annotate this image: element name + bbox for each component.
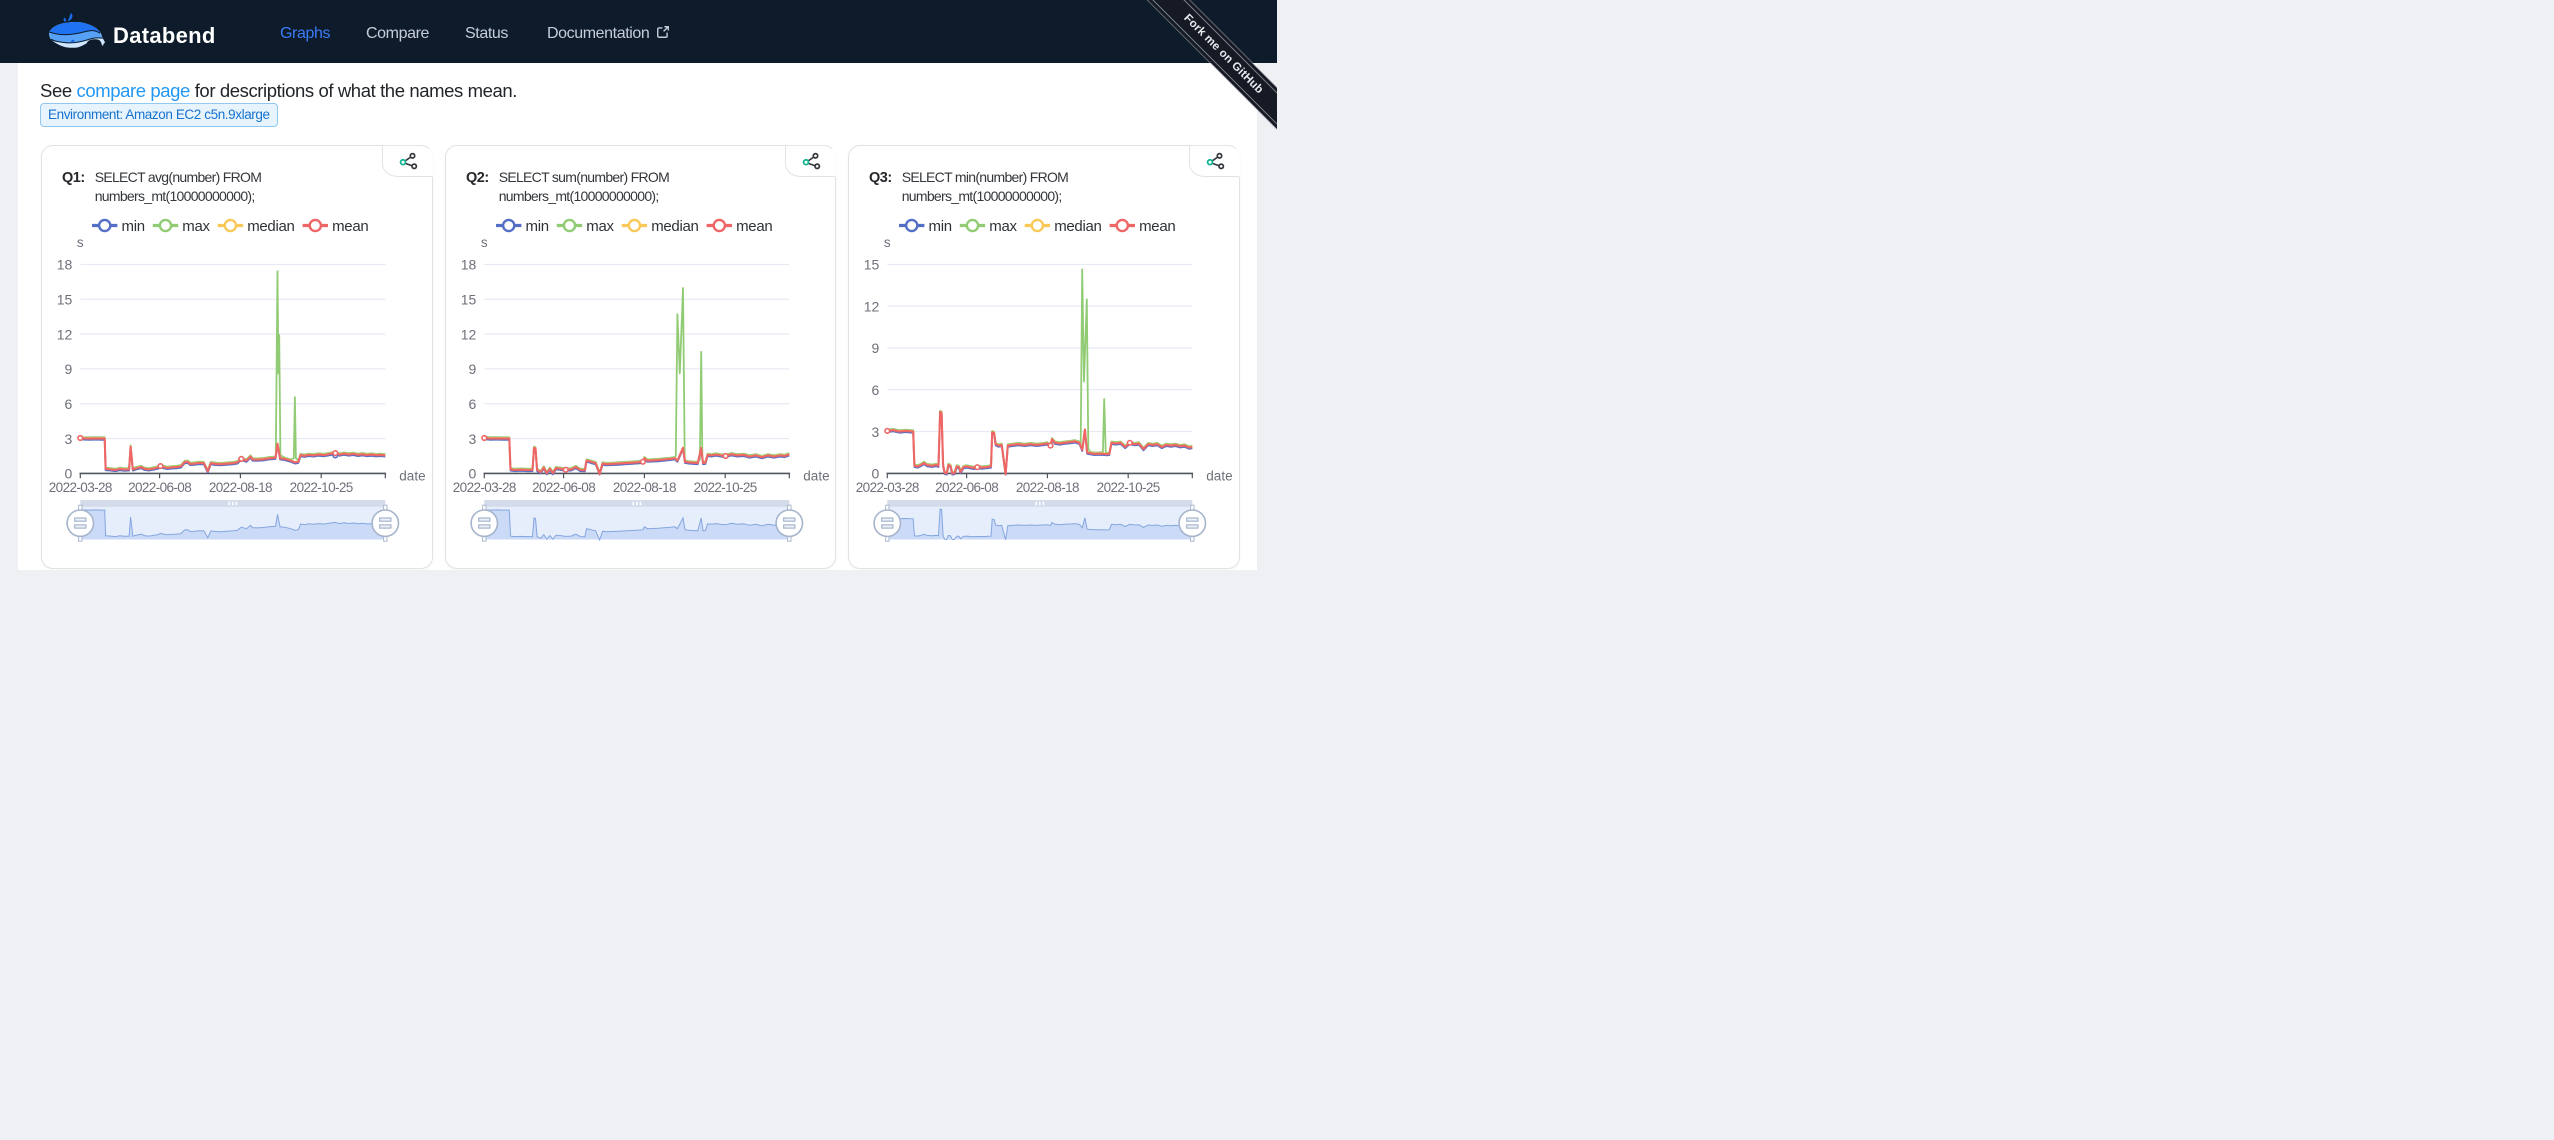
svg-text:median: median [1054, 218, 1101, 235]
svg-text:2022-06-08: 2022-06-08 [128, 480, 191, 495]
svg-text:0: 0 [872, 466, 880, 482]
svg-text:0: 0 [65, 466, 73, 482]
svg-text:18: 18 [460, 257, 476, 273]
svg-text:date: date [399, 469, 425, 484]
svg-text:Q1:: Q1: [62, 170, 85, 186]
svg-text:s: s [77, 235, 84, 250]
svg-text:numbers_mt(10000000000);: numbers_mt(10000000000); [95, 188, 255, 204]
svg-text:6: 6 [65, 396, 73, 412]
svg-text:date: date [1206, 469, 1232, 484]
svg-text:SELECT avg(number) FROM: SELECT avg(number) FROM [95, 169, 262, 185]
svg-text:median: median [651, 218, 698, 235]
svg-text:2022-03-28: 2022-03-28 [856, 480, 919, 495]
svg-text:numbers_mt(10000000000);: numbers_mt(10000000000); [902, 188, 1062, 204]
svg-text:2022-10-25: 2022-10-25 [1097, 480, 1160, 495]
svg-text:max: max [989, 218, 1017, 235]
svg-text:min: min [929, 218, 952, 235]
svg-text:9: 9 [468, 361, 476, 377]
svg-text:2022-08-18: 2022-08-18 [612, 480, 675, 495]
svg-text:3: 3 [65, 431, 73, 447]
svg-text:9: 9 [65, 361, 73, 377]
svg-text:15: 15 [460, 291, 476, 307]
svg-text:2022-03-28: 2022-03-28 [452, 480, 515, 495]
svg-text:mean: mean [736, 218, 772, 235]
svg-text:2022-08-18: 2022-08-18 [1016, 480, 1079, 495]
svg-text:12: 12 [460, 326, 476, 342]
svg-text:15: 15 [57, 291, 73, 307]
svg-text:s: s [884, 235, 891, 250]
svg-text:9: 9 [872, 340, 880, 356]
svg-text:min: min [525, 218, 548, 235]
svg-text:2022-10-25: 2022-10-25 [290, 480, 353, 495]
svg-text:max: max [586, 218, 614, 235]
svg-text:2022-06-08: 2022-06-08 [935, 480, 998, 495]
svg-text:12: 12 [57, 326, 73, 342]
svg-text:numbers_mt(10000000000);: numbers_mt(10000000000); [498, 188, 658, 204]
svg-text:Q2:: Q2: [466, 170, 489, 186]
svg-text:2022-08-18: 2022-08-18 [209, 480, 272, 495]
svg-text:2022-03-28: 2022-03-28 [49, 480, 112, 495]
svg-text:max: max [182, 218, 210, 235]
svg-text:18: 18 [57, 257, 73, 273]
svg-text:2022-06-08: 2022-06-08 [532, 480, 595, 495]
svg-text:Q3:: Q3: [869, 170, 892, 186]
svg-text:6: 6 [872, 382, 880, 398]
svg-text:date: date [803, 469, 829, 484]
svg-text:6: 6 [468, 396, 476, 412]
svg-text:12: 12 [864, 298, 880, 314]
svg-text:SELECT min(number) FROM: SELECT min(number) FROM [902, 169, 1068, 185]
svg-text:3: 3 [468, 431, 476, 447]
svg-text:0: 0 [468, 466, 476, 482]
svg-text:s: s [480, 235, 487, 250]
svg-text:median: median [247, 218, 294, 235]
svg-text:SELECT sum(number) FROM: SELECT sum(number) FROM [498, 169, 668, 185]
svg-text:mean: mean [1139, 218, 1175, 235]
svg-text:3: 3 [872, 424, 880, 440]
svg-text:15: 15 [864, 257, 880, 273]
svg-text:min: min [122, 218, 145, 235]
svg-text:2022-10-25: 2022-10-25 [693, 480, 756, 495]
svg-text:mean: mean [332, 218, 368, 235]
